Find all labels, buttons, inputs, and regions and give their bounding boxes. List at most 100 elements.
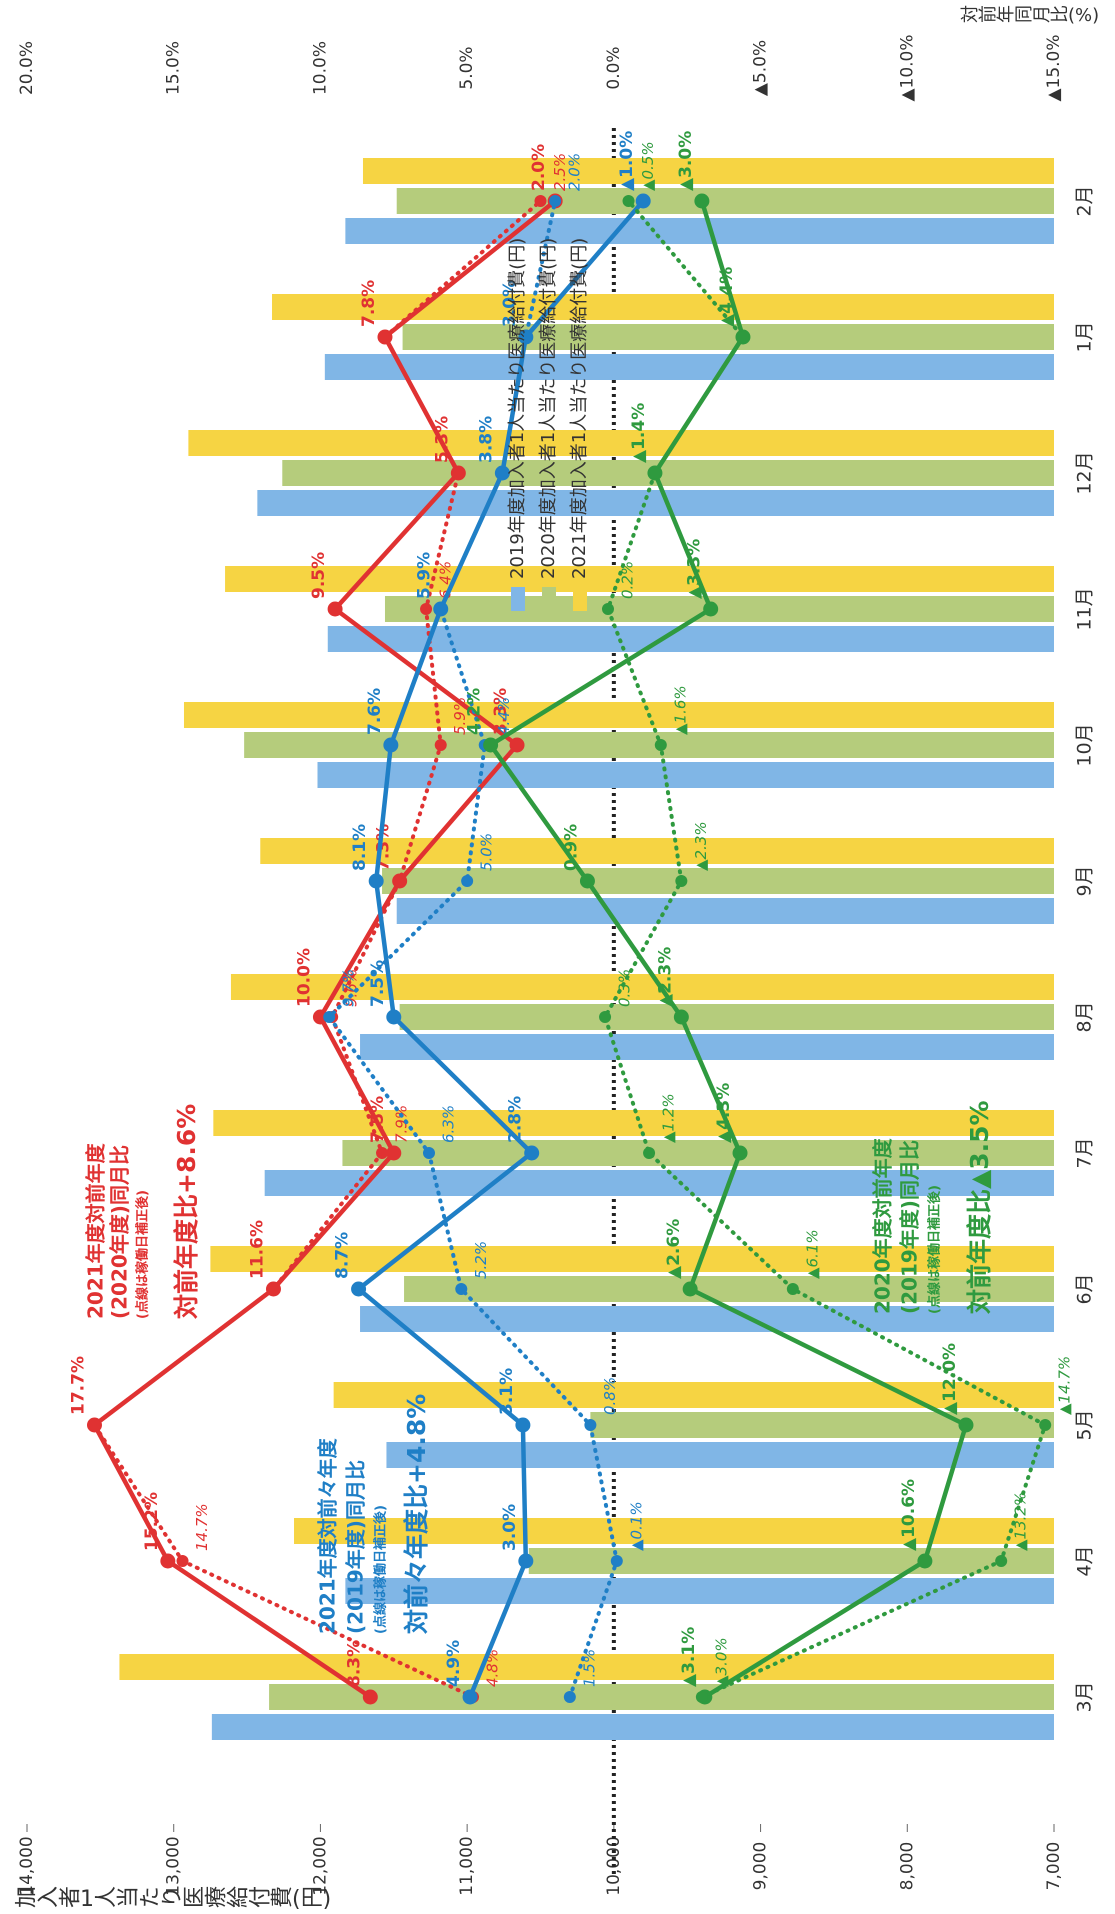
data-label: 7.6% <box>365 688 385 735</box>
annotation: 2021年度対前々年度 <box>316 1437 340 1634</box>
point <box>312 1009 328 1025</box>
bar <box>324 354 1054 380</box>
bar <box>211 1714 1055 1740</box>
x-tick-label: 9月 <box>1074 865 1096 896</box>
x-tick-label: 3月 <box>1074 1681 1096 1712</box>
data-label: 3.0% <box>500 280 520 327</box>
data-label: 9.5% <box>309 552 329 599</box>
point <box>579 873 595 889</box>
data-label: 3.1% <box>497 1368 517 1415</box>
y-tick-label: 9,000 <box>751 1842 771 1891</box>
point <box>599 1011 612 1023</box>
x-tick-label: 7月 <box>1074 1137 1096 1168</box>
annotation: (2019年度)同月比 <box>898 1140 922 1314</box>
annotation: (点線は稼働日補正後) <box>927 1185 943 1314</box>
data-label: ▲6.1% <box>803 1229 821 1279</box>
point <box>563 1691 576 1703</box>
legend-label: 2021年度加入者1人当たり医療給付費(円) <box>569 238 590 579</box>
point <box>368 873 384 889</box>
data-label: 8.3% <box>344 1640 364 1687</box>
data-label: 7.9% <box>393 1105 411 1143</box>
bar <box>345 218 1054 244</box>
bar <box>188 430 1054 456</box>
point <box>643 1147 656 1159</box>
y2-axis-title: 対前年同月比(%) <box>960 5 1099 26</box>
data-label: 8.1% <box>350 824 370 871</box>
bar <box>402 324 1054 350</box>
y-tick-label: 12,000 <box>310 1836 330 1895</box>
point <box>601 603 614 615</box>
point <box>682 1281 698 1297</box>
point <box>675 875 688 887</box>
bar <box>230 974 1054 1000</box>
y-tick-label: 13,000 <box>164 1836 184 1895</box>
point <box>584 1419 597 1431</box>
point <box>383 737 399 753</box>
point <box>524 1145 540 1161</box>
data-label: 5.3% <box>432 416 452 463</box>
dotted-line <box>603 199 1048 1699</box>
bar <box>257 490 1054 516</box>
point <box>1039 1419 1052 1431</box>
y2-tick-label: 10.0% <box>310 41 330 95</box>
point <box>351 1281 367 1297</box>
data-label: ▲1.4% <box>629 403 649 463</box>
x-tick-label: 8月 <box>1074 1001 1096 1032</box>
data-label: ▲0.1% <box>627 1501 645 1551</box>
point <box>422 1147 435 1159</box>
y2-tick-label: 0.0% <box>604 46 624 89</box>
point <box>393 875 406 887</box>
data-label: 14.7% <box>193 1503 211 1551</box>
annotation: 2021年度対前年度 <box>84 1142 108 1319</box>
bar <box>282 460 1055 486</box>
data-label: 0.2% <box>618 561 636 599</box>
data-label: 7.8% <box>359 280 379 327</box>
bar <box>244 732 1054 758</box>
point <box>995 1555 1008 1567</box>
data-label: ▲1.6% <box>671 685 689 735</box>
point <box>461 875 474 887</box>
point <box>695 1691 708 1703</box>
point <box>786 1283 799 1295</box>
annotation: (点線は稼働日補正後) <box>135 1190 151 1319</box>
point <box>518 1553 534 1569</box>
data-label: 6.3% <box>439 1105 457 1143</box>
x-tick-label: 6月 <box>1074 1273 1096 1304</box>
bar <box>264 1170 1055 1196</box>
annotation: (2019年度)同月比 <box>344 1460 368 1634</box>
point <box>88 1419 101 1431</box>
bar <box>317 762 1055 788</box>
data-label: 4.9% <box>444 1640 464 1687</box>
data-label: 2.0% <box>529 144 549 191</box>
data-label: 0.3% <box>616 969 634 1007</box>
y-tick-label: 8,000 <box>897 1842 917 1891</box>
x-tick-label: 5月 <box>1074 1409 1096 1440</box>
data-label: ▲10.6% <box>899 1479 919 1551</box>
data-label: 3.0% <box>500 1504 520 1551</box>
data-label: 0.8% <box>601 1377 619 1415</box>
data-label: 5.9% <box>451 697 469 735</box>
point <box>378 331 391 343</box>
data-label: 11.6% <box>247 1220 267 1279</box>
point <box>160 1553 176 1569</box>
x-tick-label: 11月 <box>1074 587 1096 630</box>
bar <box>119 1654 1055 1680</box>
point <box>327 601 343 617</box>
data-label: 4.2% <box>465 688 485 735</box>
bar <box>404 1276 1054 1302</box>
bar <box>260 838 1055 864</box>
point <box>509 737 525 753</box>
line <box>488 198 969 1700</box>
annotation: 対前年度比+8.6% <box>172 1104 201 1319</box>
data-label: ▲2.3% <box>655 947 675 1007</box>
annotation: (点線は稼働日補正後) <box>373 1505 389 1634</box>
data-label: ▲1.0% <box>617 131 637 191</box>
y2-tick-label: ▲10.0% <box>897 34 917 101</box>
point <box>549 195 562 207</box>
data-label: 9.6% <box>343 969 361 1007</box>
rotated-chart: 加入者1人当たり医療給付費(円) 対前年同月比(%) 14,000 13,000 12,… <box>14 5 1099 1912</box>
point <box>496 467 509 479</box>
data-label: 1.5% <box>580 1649 598 1687</box>
bar <box>396 188 1055 214</box>
data-label: 8.7% <box>333 1232 353 1279</box>
